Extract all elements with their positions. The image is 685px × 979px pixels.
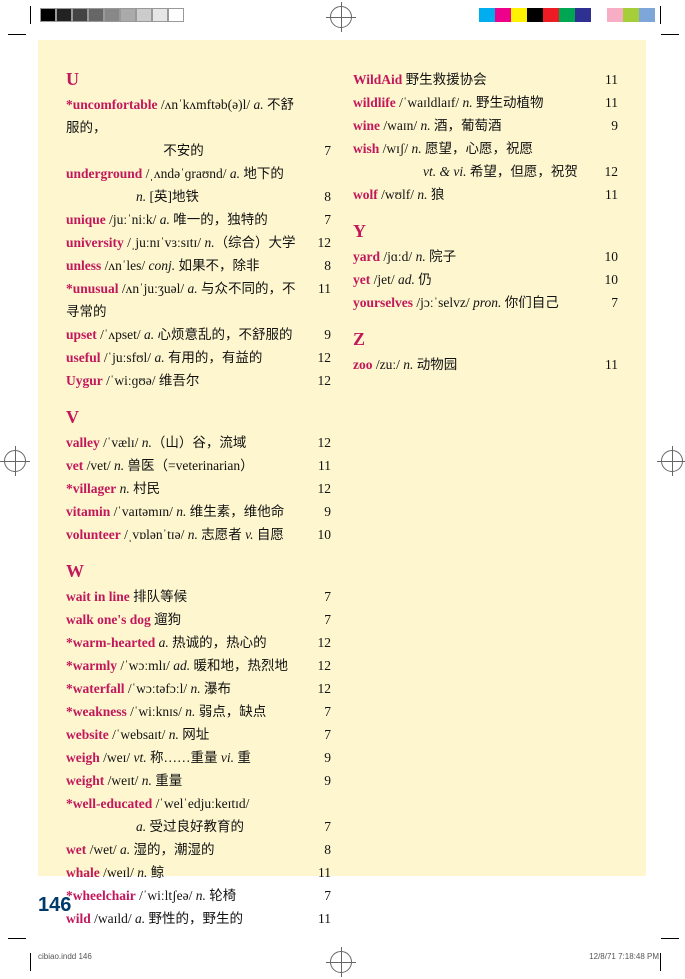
footer-timestamp: 12/8/71 7:18:48 PM	[589, 952, 659, 961]
dictionary-entry: wish /wɪʃ/ n. 愿望，心愿，祝愿	[353, 137, 618, 160]
dictionary-entry: weigh /weɪ/ vt. 称……重量 vi. 重9	[66, 746, 331, 769]
dictionary-entry: yourselves /jɔːˈselvz/ pron. 你们自己7	[353, 291, 618, 314]
dictionary-entry: unique /juːˈniːk/ a. 唯一的，独特的7	[66, 208, 331, 231]
dictionary-page: U*uncomfortable /ʌnˈkʌmftəb(ə)l/ a. 不舒服的…	[38, 40, 646, 876]
dictionary-entry: Uygur /ˈwiːɡʊə/ 维吾尔12	[66, 369, 331, 392]
dictionary-entry: *warm-hearted a. 热诚的，热心的12	[66, 631, 331, 654]
dictionary-entry: n. [英]地铁8	[66, 185, 331, 208]
footer-filename: cibiao.indd 146	[38, 952, 92, 961]
grayscale-calibration-bar	[40, 8, 184, 22]
registration-mark	[4, 450, 26, 472]
crop-mark	[661, 938, 679, 939]
dictionary-entry: underground /ˌʌndəˈɡraʊnd/ a. 地下的	[66, 162, 331, 185]
dictionary-entry: *waterfall /ˈwɔːtəfɔːl/ n. 瀑布12	[66, 677, 331, 700]
crop-mark	[660, 6, 661, 24]
dictionary-entry: weight /weɪt/ n. 重量9	[66, 769, 331, 792]
crop-mark	[30, 6, 31, 24]
dictionary-entry: wet /wet/ a. 湿的，潮湿的8	[66, 838, 331, 861]
dictionary-entry: website /ˈwebsaɪt/ n. 网址7	[66, 723, 331, 746]
dictionary-entry: *well-educated /ˈwelˈedjuːkeɪtɪd/	[66, 792, 331, 815]
dictionary-entry: upset /ˈʌpset/ a. 心烦意乱的，不舒服的9	[66, 323, 331, 346]
dictionary-entry: zoo /zuː/ n. 动物园11	[353, 353, 618, 376]
dictionary-entry: whale /weɪl/ n. 鲸11	[66, 861, 331, 884]
dictionary-entry: unless /ʌnˈles/ conj. 如果不，除非8	[66, 254, 331, 277]
dictionary-entry: yard /jɑːd/ n. 院子10	[353, 245, 618, 268]
dictionary-entry: *wheelchair /ˈwiːltʃeə/ n. 轮椅7	[66, 884, 331, 907]
dictionary-entry: university /ˌjuːnɪˈvɜːsɪtɪ/ n.（综合）大学12	[66, 231, 331, 254]
dictionary-entry: volunteer /ˌvɒlənˈtɪə/ n. 志愿者 v. 自愿10	[66, 523, 331, 546]
section-heading-U: U	[66, 68, 331, 91]
dictionary-entry: a. 受过良好教育的7	[66, 815, 331, 838]
dictionary-entry: vet /vet/ n. 兽医（=veterinarian）11	[66, 454, 331, 477]
left-column: U*uncomfortable /ʌnˈkʌmftəb(ə)l/ a. 不舒服的…	[66, 68, 331, 856]
dictionary-entry: walk one's dog 遛狗7	[66, 608, 331, 631]
dictionary-entry: wolf /wʊlf/ n. 狼11	[353, 183, 618, 206]
section-heading-Y: Y	[353, 220, 618, 243]
section-heading-Z: Z	[353, 328, 618, 351]
dictionary-entry: wildlife /ˈwaɪldlaɪf/ n. 野生动植物11	[353, 91, 618, 114]
registration-mark	[330, 6, 352, 28]
crop-mark	[660, 953, 661, 971]
dictionary-entry: useful /ˈjuːsfʊl/ a. 有用的，有益的12	[66, 346, 331, 369]
dictionary-entry: vt. & vi. 希望，但愿，祝贺12	[353, 160, 618, 183]
dictionary-entry: yet /jet/ ad. 仍10	[353, 268, 618, 291]
section-heading-V: V	[66, 406, 331, 429]
dictionary-entry: *unusual /ʌnˈjuːʒuəl/ a. 与众不同的，不寻常的11	[66, 277, 331, 323]
section-heading-W: W	[66, 560, 331, 583]
dictionary-entry: wine /waɪn/ n. 酒，葡萄酒9	[353, 114, 618, 137]
right-column: WildAid 野生救援协会11wildlife /ˈwaɪldlaɪf/ n.…	[353, 68, 618, 856]
dictionary-entry: *warmly /ˈwɔːmlɪ/ ad. 暖和地，热烈地12	[66, 654, 331, 677]
color-calibration-bar	[479, 8, 655, 22]
dictionary-entry: *uncomfortable /ʌnˈkʌmftəb(ə)l/ a. 不舒服的，	[66, 93, 331, 139]
registration-mark	[661, 450, 683, 472]
dictionary-entry: wait in line 排队等候7	[66, 585, 331, 608]
crop-mark	[30, 953, 31, 971]
crop-mark	[661, 34, 679, 35]
dictionary-entry: *weakness /ˈwiːknɪs/ n. 弱点，缺点7	[66, 700, 331, 723]
dictionary-entry: WildAid 野生救援协会11	[353, 68, 618, 91]
dictionary-entry: valley /ˈvælɪ/ n.（山）谷，流域12	[66, 431, 331, 454]
crop-mark	[8, 34, 26, 35]
dictionary-entry: vitamin /ˈvaɪtəmɪn/ n. 维生素，维他命9	[66, 500, 331, 523]
crop-mark	[8, 938, 26, 939]
dictionary-entry: 不安的7	[66, 139, 331, 162]
dictionary-entry: *villager n. 村民12	[66, 477, 331, 500]
registration-mark	[330, 951, 352, 973]
dictionary-entry: wild /waɪld/ a. 野性的，野生的11	[66, 907, 331, 930]
page-number: 146	[38, 894, 71, 917]
